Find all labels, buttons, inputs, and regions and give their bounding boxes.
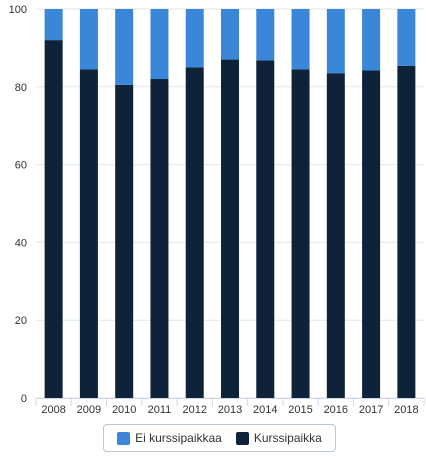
x-axis — [35, 398, 425, 406]
bar-ei-kurssipaikkaa-2008[interactable] — [44, 9, 63, 41]
bar-ei-kurssipaikkaa-2016[interactable] — [326, 9, 345, 74]
bar-ei-kurssipaikkaa-2015[interactable] — [291, 9, 310, 70]
x-tick-label: 2014 — [253, 404, 277, 416]
legend: Ei kurssipaikkaa Kurssipaikka — [103, 424, 336, 452]
legend-swatch-kurssipaikka — [235, 431, 249, 445]
bar-kurssipaikka-2009[interactable] — [79, 69, 98, 399]
bar-kurssipaikka-2013[interactable] — [221, 59, 239, 398]
legend-label-ei-kurssipaikkaa: Ei kurssipaikkaa — [135, 431, 222, 445]
legend-label-kurssipaikka: Kurssipaikka — [253, 431, 322, 445]
x-tick-label: 2010 — [112, 404, 136, 416]
bar-ei-kurssipaikkaa-2013[interactable] — [221, 9, 239, 60]
stacked-bar-chart: 0 20 40 60 80 100 2008 2009 2010 2011 2012 2013 201… — [9, 4, 425, 416]
y-axis-ticks: 0 20 40 60 80 100 — [9, 4, 27, 405]
y-tick-label: 20 — [15, 315, 27, 327]
legend-item-kurssipaikka[interactable]: Kurssipaikka — [235, 431, 322, 445]
bar-kurssipaikka-2017[interactable] — [362, 70, 381, 398]
bar-kurssipaikka-2012[interactable] — [185, 67, 204, 398]
y-tick-label: 0 — [21, 393, 27, 405]
y-tick-label: 40 — [15, 237, 27, 249]
bar-ei-kurssipaikkaa-2010[interactable] — [115, 9, 134, 85]
bar-kurssipaikka-2011[interactable] — [150, 79, 169, 399]
x-tick-label: 2013 — [218, 404, 242, 416]
bar-kurssipaikka-2015[interactable] — [291, 69, 310, 399]
x-tick-label: 2009 — [77, 404, 101, 416]
x-tick-label: 2008 — [41, 404, 65, 416]
bar-ei-kurssipaikkaa-2014[interactable] — [256, 9, 275, 61]
x-tick-label: 2011 — [148, 404, 172, 416]
bar-kurssipaikka-2016[interactable] — [326, 73, 345, 398]
x-tick-label: 2018 — [394, 404, 418, 416]
bar-ei-kurssipaikkaa-2011[interactable] — [150, 9, 169, 80]
x-axis-ticks: 2008 2009 2010 2011 2012 2013 2014 2015 2016 2017… — [41, 404, 418, 416]
bar-ei-kurssipaikkaa-2018[interactable] — [397, 9, 416, 66]
bar-kurssipaikka-2010[interactable] — [115, 84, 134, 398]
x-tick-label: 2016 — [324, 404, 348, 416]
bar-kurssipaikka-2014[interactable] — [256, 60, 275, 399]
bar-kurssipaikka-2018[interactable] — [397, 65, 416, 398]
y-tick-label: 80 — [15, 82, 27, 94]
bar-ei-kurssipaikkaa-2017[interactable] — [362, 9, 381, 71]
legend-swatch-ei-kurssipaikkaa — [117, 431, 131, 445]
x-tick-label: 2015 — [288, 404, 312, 416]
bar-ei-kurssipaikkaa-2009[interactable] — [79, 9, 98, 70]
bar-ei-kurssipaikkaa-2012[interactable] — [185, 9, 204, 68]
x-tick-label: 2017 — [359, 404, 383, 416]
bar-kurssipaikka-2008[interactable] — [44, 40, 63, 399]
x-tick-label: 2012 — [182, 404, 206, 416]
y-tick-label: 100 — [9, 4, 27, 16]
legend-item-ei-kurssipaikkaa[interactable]: Ei kurssipaikkaa — [117, 431, 222, 445]
bars — [44, 9, 416, 399]
y-tick-label: 60 — [15, 160, 27, 172]
